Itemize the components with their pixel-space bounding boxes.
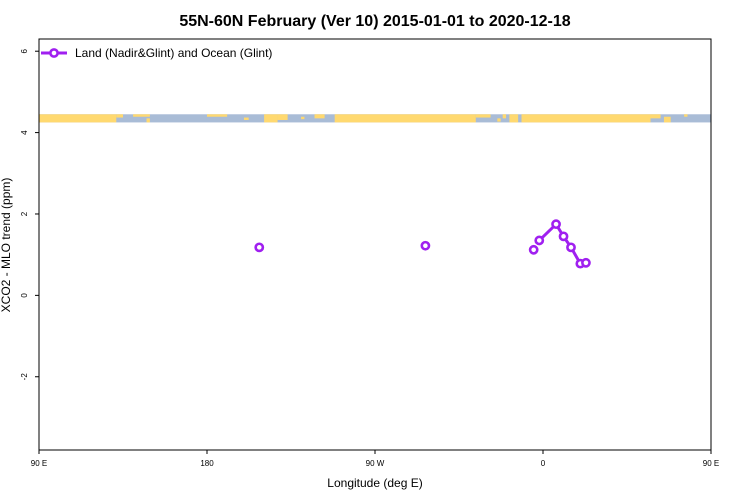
data-point <box>534 235 545 246</box>
land-patch <box>243 117 249 120</box>
data-point <box>558 231 569 242</box>
land-patch <box>663 116 671 123</box>
land-patch <box>650 114 661 119</box>
land-patch <box>277 114 288 120</box>
land-patch <box>509 114 519 123</box>
x-tick-label: 0 <box>541 459 546 468</box>
land-patch <box>475 114 491 118</box>
series-line <box>538 221 587 266</box>
x-tick-label: 180 <box>200 459 214 468</box>
land-patch <box>502 114 507 119</box>
axes: 90 E 180 90 W 0 90 E 6 4 2 0 -2 <box>20 48 719 468</box>
data-point <box>254 242 265 253</box>
data-point <box>581 257 591 268</box>
y-axis-label: XCO2 - MLO trend (ppm) <box>0 178 13 313</box>
land-patch <box>314 114 325 119</box>
land-patch <box>264 114 278 123</box>
land-patch <box>116 114 123 118</box>
legend-label: Land (Nadir&Glint) and Ocean (Glint) <box>75 46 272 60</box>
land-patch <box>334 114 476 123</box>
x-tick-label: 90 E <box>31 459 47 468</box>
y-tick-label: 0 <box>20 293 29 298</box>
data-point <box>420 240 431 251</box>
chart-title: 55N-60N February (Ver 10) 2015-01-01 to … <box>179 13 570 30</box>
land-patch <box>497 118 501 122</box>
land-patch <box>133 114 150 117</box>
y-tick-label: -2 <box>20 373 29 381</box>
land-patch <box>207 114 228 117</box>
land-patch <box>521 114 651 123</box>
data-series <box>254 219 591 269</box>
x-axis-label: Longitude (deg E) <box>327 476 422 490</box>
y-tick-label: 6 <box>20 48 29 53</box>
y-tick-label: 4 <box>20 130 29 135</box>
land-ocean-band <box>39 114 711 123</box>
x-tick-label: 90 W <box>366 459 385 468</box>
legend-marker <box>49 48 59 58</box>
data-point <box>528 244 539 255</box>
land-patch <box>684 114 688 117</box>
land-patch <box>146 118 150 123</box>
y-tick-label: 2 <box>20 211 29 216</box>
legend: Land (Nadir&Glint) and Ocean (Glint) <box>41 46 272 60</box>
data-point <box>551 219 561 230</box>
land-patch <box>301 116 305 120</box>
data-point <box>566 242 576 253</box>
land-patch <box>39 114 117 123</box>
x-tick-label: 90 E <box>703 459 719 468</box>
plot-frame <box>38 38 712 451</box>
